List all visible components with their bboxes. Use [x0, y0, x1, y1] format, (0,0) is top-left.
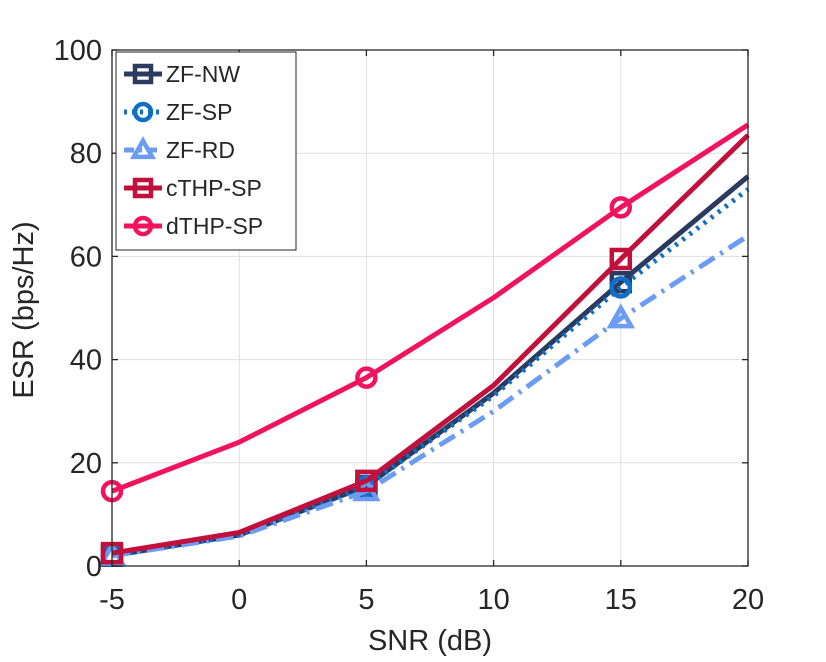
legend-label: cTHP-SP: [166, 175, 262, 201]
legend-label: ZF-NW: [166, 61, 240, 87]
legend-item: dTHP-SP: [124, 213, 263, 239]
series-line-zf-rd: [111, 233, 750, 559]
legend: ZF-NW ZF-SP ZF-RD cTHP-SP dTHP-SP: [115, 51, 297, 251]
y-tick-label: 20: [70, 448, 102, 480]
legend-label: dTHP-SP: [166, 213, 263, 239]
legend-item: cTHP-SP: [124, 175, 262, 201]
axes: [111, 49, 749, 567]
series-line-cthp-sp: [111, 133, 750, 556]
legend-marker: [132, 101, 154, 123]
x-tick-label: 15: [605, 584, 637, 616]
x-tick-label: 0: [231, 584, 247, 616]
data-point-zf-rd: [606, 303, 636, 329]
legend-item: ZF-NW: [124, 61, 240, 87]
x-tick-label: 10: [477, 584, 509, 616]
data-point-zf-sp: [609, 276, 633, 299]
grid-lines: [111, 49, 749, 567]
legend-label: ZF-RD: [166, 137, 235, 163]
y-tick-label: 60: [70, 241, 102, 273]
x-axis-label: SNR (dB): [368, 625, 492, 657]
series-group: [97, 122, 750, 567]
series-line-dthp-sp: [111, 122, 750, 494]
legend-marker: [132, 177, 154, 199]
legend-marker: [132, 63, 154, 85]
legend-item: ZF-RD: [124, 136, 235, 163]
y-tick-label: 40: [70, 345, 102, 377]
data-point-dthp-sp: [609, 196, 633, 219]
series-line-zf-sp: [111, 187, 750, 559]
y-axis-label: ESR (bps/Hz): [8, 221, 40, 398]
data-point-cthp-sp: [609, 247, 633, 271]
y-tick-label: 80: [70, 138, 102, 170]
legend-item: ZF-SP: [124, 99, 232, 125]
legend-marker: [132, 215, 154, 237]
legend-label: ZF-SP: [166, 99, 232, 125]
x-tick-label: 5: [358, 584, 374, 616]
plot-frame: [111, 49, 749, 567]
y-tick-label: 100: [54, 35, 102, 67]
x-tick-label: -5: [99, 584, 125, 616]
y-tick-label: 0: [86, 551, 102, 583]
data-point-cthp-sp: [355, 469, 378, 493]
data-point-dthp-sp: [355, 366, 378, 389]
legend-marker: [129, 136, 157, 160]
x-tick-label: 20: [732, 584, 764, 616]
